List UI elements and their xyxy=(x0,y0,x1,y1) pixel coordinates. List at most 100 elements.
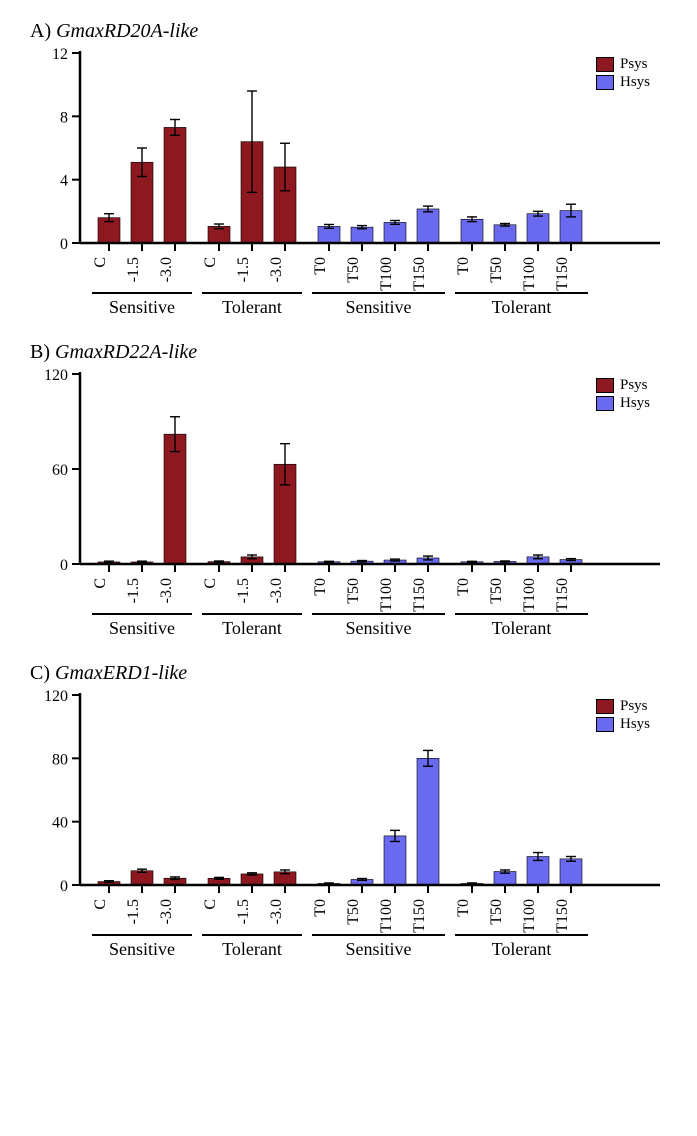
panels-container: A) GmaxRD20A-likePsysHsys04812C-1.5-3.0C… xyxy=(30,20,677,955)
x-tick-label: T0 xyxy=(312,257,329,275)
bar xyxy=(164,434,186,564)
bar xyxy=(417,209,439,243)
y-tick-label: 12 xyxy=(52,46,68,63)
bar xyxy=(384,222,406,243)
x-tick-label: T0 xyxy=(312,899,329,917)
y-tick-label: 120 xyxy=(44,367,68,384)
legend-item: Psys xyxy=(596,55,650,73)
legend-label: Hsys xyxy=(620,394,650,412)
legend-swatch xyxy=(596,57,614,72)
legend-item: Hsys xyxy=(596,394,650,412)
chart-box: PsysHsys04080120C-1.5-3.0C-1.5-3.0T0T50T… xyxy=(30,687,660,955)
x-tick-label: T100 xyxy=(521,257,538,291)
panel-letter: A) xyxy=(30,20,56,42)
panel-gene-name: GmaxERD1-like xyxy=(55,662,187,684)
panel-gene-name: GmaxRD22A-like xyxy=(55,341,197,363)
x-tick-label: T50 xyxy=(345,578,362,604)
y-tick-label: 8 xyxy=(60,109,68,126)
x-tick-label: -1.5 xyxy=(125,578,142,603)
group-label: Tolerant xyxy=(222,618,282,634)
legend-label: Psys xyxy=(620,697,648,715)
legend-item: Psys xyxy=(596,376,650,394)
x-tick-label: C xyxy=(202,578,219,589)
group-label: Sensitive xyxy=(109,297,175,313)
group-label: Sensitive xyxy=(109,939,175,955)
panel-title: A) GmaxRD20A-like xyxy=(30,20,677,43)
x-tick-label: T150 xyxy=(411,257,428,291)
legend-item: Psys xyxy=(596,697,650,715)
y-tick-label: 0 xyxy=(60,878,68,895)
panel-C: C) GmaxERD1-likePsysHsys04080120C-1.5-3.… xyxy=(30,662,677,955)
x-tick-label: -3.0 xyxy=(268,899,285,924)
x-tick-label: T50 xyxy=(488,578,505,604)
panel-B: B) GmaxRD22A-like PsysHsys 0 60 120 C -1.5 -3.0… xyxy=(30,341,677,634)
group-label: Tolerant xyxy=(222,297,282,313)
legend-label: Hsys xyxy=(620,73,650,91)
x-tick-label: -3.0 xyxy=(158,578,175,603)
chart-svg: 0 60 120 C -1.5 -3.0 C -1.5 -3.0 T0 T50 T100 T150 T0 T… xyxy=(30,366,660,634)
chart-box: PsysHsys 0 60 120 C -1.5 -3.0 C -1.5 -3.0 T0 T50 T10… xyxy=(30,366,660,634)
chart-legend: PsysHsys xyxy=(596,697,650,733)
bar xyxy=(494,225,516,243)
group-label: Sensitive xyxy=(346,618,412,634)
x-tick-label: C xyxy=(92,578,109,589)
legend-swatch xyxy=(596,717,614,732)
panel-title: C) GmaxERD1-like xyxy=(30,662,677,685)
y-tick-label: 40 xyxy=(52,815,68,832)
group-label: Sensitive xyxy=(109,618,175,634)
x-tick-label: T0 xyxy=(455,257,472,275)
x-tick-label: T50 xyxy=(345,257,362,283)
x-tick-label: C xyxy=(202,899,219,910)
legend-item: Hsys xyxy=(596,715,650,733)
bar xyxy=(384,836,406,885)
bar xyxy=(351,227,373,243)
chart-box: PsysHsys04812C-1.5-3.0C-1.5-3.0T0T50T100… xyxy=(30,45,660,313)
figure-page: { "colors": { "psys": "#8e1820", "hsys":… xyxy=(0,0,697,1003)
chart-svg: 04812C-1.5-3.0C-1.5-3.0T0T50T100T150T0T5… xyxy=(30,45,660,313)
bar xyxy=(164,127,186,243)
x-tick-label: -1.5 xyxy=(235,578,252,603)
legend-item: Hsys xyxy=(596,73,650,91)
chart-legend: PsysHsys xyxy=(596,55,650,91)
group-label: Sensitive xyxy=(346,939,412,955)
panel-A: A) GmaxRD20A-likePsysHsys04812C-1.5-3.0C… xyxy=(30,20,677,313)
panel-title: B) GmaxRD22A-like xyxy=(30,341,677,364)
panel-letter: C) xyxy=(30,662,55,684)
x-tick-label: -3.0 xyxy=(268,257,285,282)
x-tick-label: -1.5 xyxy=(235,899,252,924)
legend-swatch xyxy=(596,378,614,393)
x-tick-label: T150 xyxy=(554,578,571,612)
x-tick-label: T0 xyxy=(455,578,472,596)
bar xyxy=(417,758,439,885)
x-tick-label: T100 xyxy=(378,578,395,612)
panel-letter: B) xyxy=(30,341,55,363)
legend-swatch xyxy=(596,699,614,714)
x-tick-label: T50 xyxy=(488,899,505,925)
group-label: Tolerant xyxy=(492,618,552,634)
x-tick-label: T50 xyxy=(345,899,362,925)
x-tick-label: -3.0 xyxy=(158,257,175,282)
x-tick-label: T100 xyxy=(378,257,395,291)
y-tick-label: 80 xyxy=(52,751,68,768)
y-tick-label: 60 xyxy=(52,462,68,479)
x-tick-label: T100 xyxy=(521,578,538,612)
x-tick-label: -3.0 xyxy=(158,899,175,924)
x-tick-label: T0 xyxy=(312,578,329,596)
legend-label: Hsys xyxy=(620,715,650,733)
x-tick-label: T0 xyxy=(455,899,472,917)
x-tick-label: T100 xyxy=(521,899,538,933)
group-label: Sensitive xyxy=(346,297,412,313)
legend-label: Psys xyxy=(620,376,648,394)
chart-legend: PsysHsys xyxy=(596,376,650,412)
x-tick-label: T150 xyxy=(411,899,428,933)
x-tick-label: T150 xyxy=(411,578,428,612)
group-label: Tolerant xyxy=(222,939,282,955)
chart-svg: 04080120C-1.5-3.0C-1.5-3.0T0T50T100T150T… xyxy=(30,687,660,955)
x-tick-label: -1.5 xyxy=(235,257,252,282)
bar xyxy=(560,859,582,885)
bar xyxy=(527,214,549,243)
y-tick-label: 4 xyxy=(60,173,68,190)
y-tick-label: 0 xyxy=(60,557,68,574)
x-tick-label: C xyxy=(92,257,109,268)
x-tick-label: -3.0 xyxy=(268,578,285,603)
